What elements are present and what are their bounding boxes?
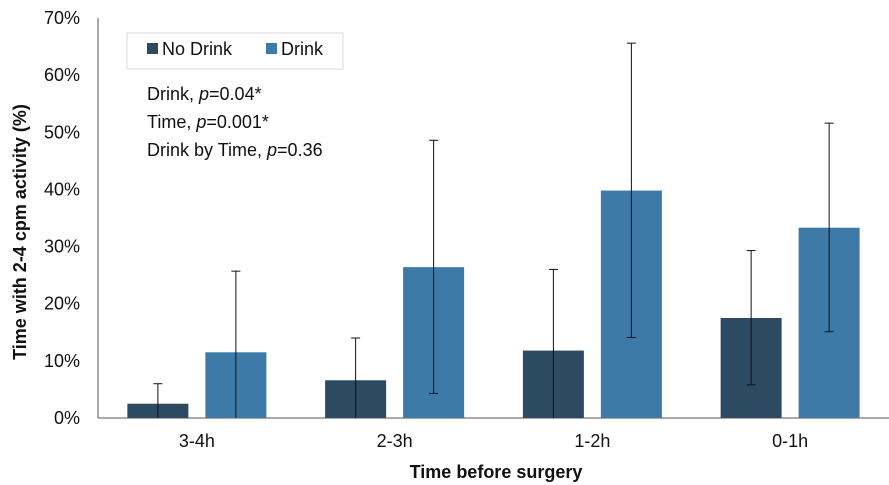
y-tick-label: 0% <box>54 408 80 428</box>
x-tick-label: 1-2h <box>574 431 610 451</box>
error-bar <box>231 270 241 418</box>
x-tick-label: 2-3h <box>377 431 413 451</box>
y-tick-label: 60% <box>44 65 80 85</box>
y-tick-label: 70% <box>44 8 80 28</box>
y-tick-label: 40% <box>44 179 80 199</box>
error-bar <box>351 337 361 418</box>
error-bar <box>626 42 636 338</box>
x-axis-title: Time before surgery <box>410 462 583 482</box>
y-tick-label: 10% <box>44 351 80 371</box>
y-tick-label: 50% <box>44 122 80 142</box>
legend: No Drink Drink <box>126 32 344 70</box>
error-bar <box>548 268 558 418</box>
y-axis-title: Time with 2-4 cpm activity (%) <box>10 104 30 360</box>
bars <box>127 190 860 418</box>
legend-swatch-no-drink <box>147 43 158 54</box>
stat-drink-by-time: Drink by Time, p=0.36 <box>147 140 323 160</box>
error-bar <box>746 250 756 386</box>
x-tick-label: 3-4h <box>179 431 215 451</box>
legend-label-no-drink: No Drink <box>162 39 233 59</box>
error-bars <box>153 42 834 418</box>
legend-label-drink: Drink <box>281 39 324 59</box>
stats-annotations: Drink, p=0.04* Time, p=0.001* Drink by T… <box>147 84 323 160</box>
error-bar <box>429 139 439 394</box>
stat-drink: Drink, p=0.04* <box>147 84 262 104</box>
legend-swatch-drink <box>266 43 277 54</box>
x-tick-label: 0-1h <box>772 431 808 451</box>
stat-time: Time, p=0.001* <box>147 112 269 132</box>
y-tick-labels: 0% 10% 20% 30% 40% 50% 60% 70% <box>44 8 80 428</box>
legend-frame <box>126 32 344 70</box>
error-bar <box>824 122 834 333</box>
y-tick-label: 20% <box>44 294 80 314</box>
error-bar <box>153 383 163 418</box>
y-tick-label: 30% <box>44 237 80 257</box>
x-tick-labels: 3-4h 2-3h 1-2h 0-1h <box>179 431 808 451</box>
